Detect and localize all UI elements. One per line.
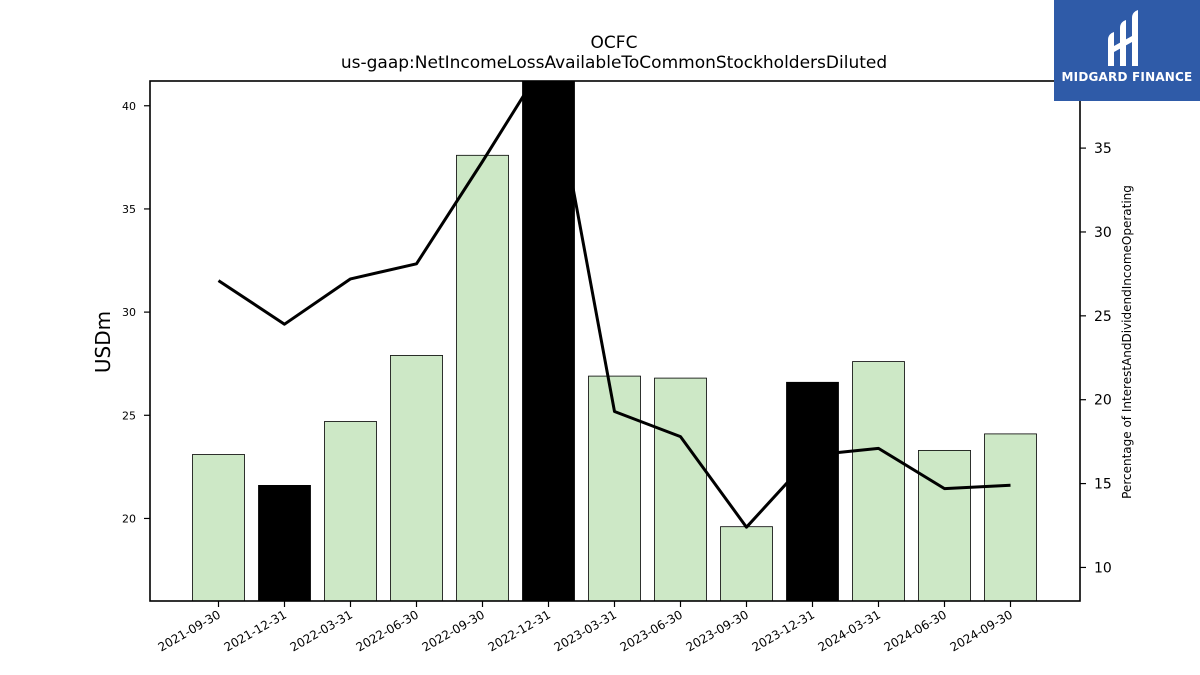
x-tick-label: 2022-09-30 bbox=[420, 607, 487, 654]
x-tick-label: 2023-12-31 bbox=[750, 607, 817, 654]
x-tick-label: 2022-03-31 bbox=[288, 607, 355, 654]
y2-tick-label: 10 bbox=[1094, 560, 1112, 576]
chart-title: OCFC bbox=[591, 33, 638, 53]
y2-axis: 10 15 20 25 30 35 bbox=[1080, 141, 1112, 576]
x-tick-label: 2024-09-30 bbox=[948, 607, 1015, 654]
bar-2024-09-30 bbox=[984, 433, 1037, 602]
bar-2022-06-30 bbox=[390, 354, 443, 602]
bar-2023-06-30 bbox=[654, 377, 707, 602]
x-tick-label: 2022-12-31 bbox=[486, 607, 553, 654]
logo-text: MIDGARD FINANCE bbox=[1061, 70, 1193, 84]
bar-2022-03-31 bbox=[324, 421, 377, 602]
y2-tick-label: 15 bbox=[1094, 477, 1112, 493]
x-tick-label: 2023-03-31 bbox=[552, 607, 619, 654]
y-tick-label: 35 bbox=[122, 203, 136, 216]
line-series bbox=[217, 81, 1011, 529]
chart-subtitle: us-gaap:NetIncomeLossAvailableToCommonSt… bbox=[341, 53, 887, 73]
bar-2022-09-30 bbox=[456, 154, 509, 602]
x-tick-label: 2021-09-30 bbox=[156, 607, 223, 654]
x-tick-label: 2022-06-30 bbox=[354, 607, 421, 654]
y2-tick-label: 20 bbox=[1094, 393, 1112, 409]
bar-2021-09-30 bbox=[192, 454, 245, 602]
y-tick-label: 25 bbox=[122, 409, 136, 422]
y-tick-label: 40 bbox=[122, 100, 136, 113]
y-tick-label: 20 bbox=[122, 512, 136, 525]
bar-2024-03-31 bbox=[852, 361, 905, 602]
y2-tick-label: 35 bbox=[1094, 141, 1112, 157]
x-tick-label: 2023-06-30 bbox=[618, 607, 685, 654]
bars-layer bbox=[192, 80, 1037, 602]
bar-2023-09-30 bbox=[720, 526, 773, 602]
brand-logo: MIDGARD FINANCE bbox=[1054, 0, 1200, 101]
x-tick-label: 2024-03-31 bbox=[816, 607, 883, 654]
bar-2022-12-31 bbox=[522, 80, 575, 602]
y-axis-label: USDm bbox=[91, 311, 115, 373]
y2-tick-label: 30 bbox=[1094, 225, 1112, 241]
y-axis: 20 25 30 35 40 bbox=[122, 100, 150, 525]
bar-2024-06-30 bbox=[918, 449, 971, 602]
bar-2023-12-31 bbox=[786, 381, 839, 602]
y2-tick-label: 25 bbox=[1094, 309, 1112, 325]
x-tick-label: 2023-09-30 bbox=[684, 607, 751, 654]
logo-mark-icon bbox=[1108, 10, 1138, 66]
x-tick-label: 2024-06-30 bbox=[882, 607, 949, 654]
x-axis: 2021-09-302021-12-312022-03-312022-06-30… bbox=[156, 601, 1015, 654]
y2-axis-label: Percentage of InterestAndDividendIncomeO… bbox=[1120, 185, 1134, 499]
y-tick-label: 30 bbox=[122, 306, 136, 319]
line-layer bbox=[217, 81, 1011, 529]
bar-2023-03-31 bbox=[588, 375, 641, 602]
bar-2021-12-31 bbox=[258, 484, 311, 602]
x-tick-label: 2021-12-31 bbox=[222, 607, 289, 654]
